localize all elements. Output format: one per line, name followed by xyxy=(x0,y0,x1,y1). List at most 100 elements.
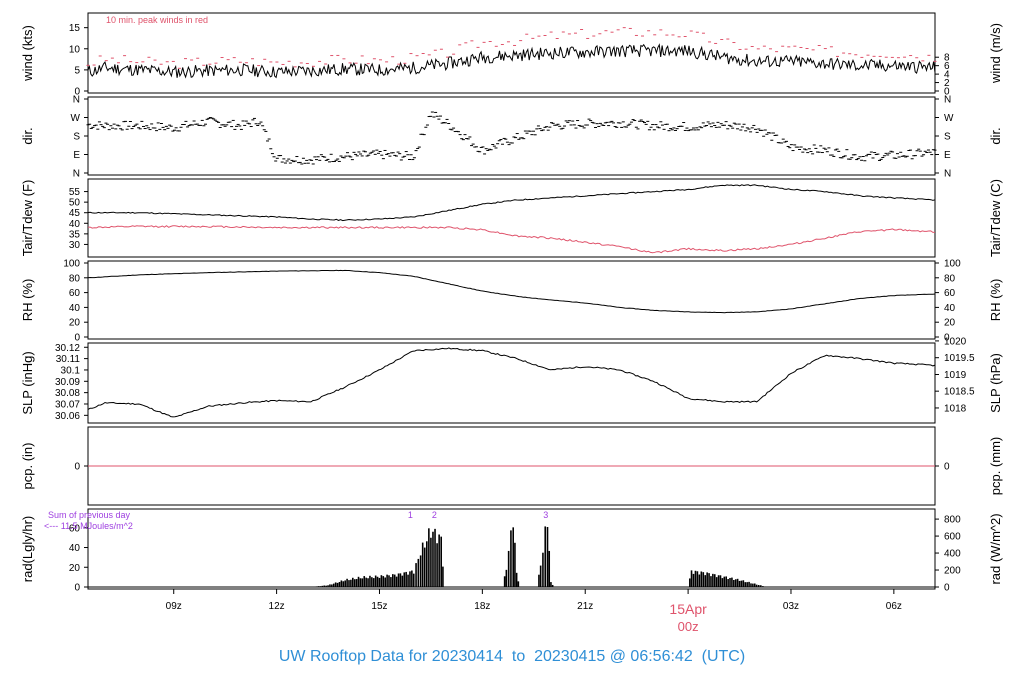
ylabel-right-rh: RH (%) xyxy=(988,279,1003,322)
ylabel-right-slp: SLP (hPa) xyxy=(988,353,1003,413)
footer-title: UW Rooftop Data for 20230414 to 20230415… xyxy=(0,648,1024,666)
panel-frame-dir xyxy=(87,96,936,176)
ytick-label-dir: S xyxy=(73,132,80,143)
panel-frame-rh xyxy=(87,260,936,340)
ytick-label-wind: 0 xyxy=(74,87,80,98)
ytick-right-label-dir: E xyxy=(944,150,951,161)
ytick-right-label-slp: 1018.5 xyxy=(944,387,975,398)
series-tdew xyxy=(87,225,936,254)
series-rh xyxy=(87,269,936,314)
ytick-right-label-dir: W xyxy=(944,113,954,124)
ytick-label-dir: N xyxy=(73,169,80,180)
ytick-label-rh: 100 xyxy=(63,259,80,270)
ylabel-wind: wind (kts) xyxy=(20,25,35,82)
ytick-label-dir: E xyxy=(73,150,80,161)
xtick-label: 21z xyxy=(577,601,593,612)
ytick-right-label-wind: 4 xyxy=(944,70,950,81)
ytick-label-dir: W xyxy=(71,113,81,124)
panel-slp xyxy=(84,340,939,424)
ytick-right-label-rh: 80 xyxy=(944,273,956,284)
series-wind xyxy=(87,43,936,79)
panel-wind xyxy=(84,12,939,94)
ylabel-slp: SLP (inHg) xyxy=(20,351,35,414)
ytick-right-label-dir: N xyxy=(944,95,951,106)
xtick-label: 18z xyxy=(474,601,490,612)
ytick-right-label-pcp: 0 xyxy=(944,462,950,473)
panel-frame-wind xyxy=(87,12,936,94)
ytick-label-rh: 60 xyxy=(69,288,81,299)
ytick-label-temp: 35 xyxy=(69,229,81,240)
ytick-label-wind: 5 xyxy=(74,65,80,76)
ylabel-rad: rad(Lgly/hr) xyxy=(20,516,35,582)
rad-annotation-line2: <--- 11.5 MJoules/m^2 xyxy=(44,521,133,531)
x-date-label: 15Apr xyxy=(669,601,707,617)
rad-marker-1: 1 xyxy=(408,510,413,520)
ytick-label-rad: 20 xyxy=(69,563,81,574)
ytick-label-slp: 30.07 xyxy=(55,399,80,410)
panel-frame-temp xyxy=(87,178,936,258)
ytick-label-rad: 0 xyxy=(74,583,80,594)
ytick-right-label-slp: 1020 xyxy=(944,336,967,347)
ylabel-right-dir: dir. xyxy=(988,127,1003,144)
panel-temp xyxy=(84,178,936,258)
ytick-label-slp: 30.12 xyxy=(55,343,80,354)
ytick-right-label-dir: N xyxy=(944,169,951,180)
series-tair xyxy=(87,184,936,222)
footer-end-date: 20230415 @ 06:56:42 xyxy=(534,648,693,665)
ytick-label-rad: 60 xyxy=(69,523,81,534)
ylabel-right-wind: wind (m/s) xyxy=(988,23,1003,84)
ytick-label-rh: 0 xyxy=(74,333,80,344)
panel-pcp xyxy=(84,426,939,506)
series-slp xyxy=(87,347,936,418)
ylabel-pcp: pcp. (in) xyxy=(20,443,35,490)
ytick-label-temp: 45 xyxy=(69,208,81,219)
ytick-label-temp: 40 xyxy=(69,219,81,230)
panel-dir xyxy=(84,96,939,176)
rad-marker-2: 2 xyxy=(432,510,437,520)
xtick-label: 03z xyxy=(783,601,799,612)
ytick-right-label-slp: 1019 xyxy=(944,370,967,381)
ytick-right-label-slp: 1018 xyxy=(944,403,967,414)
ytick-label-rh: 40 xyxy=(69,303,81,314)
ytick-right-label-rad: 0 xyxy=(944,583,950,594)
ytick-label-pcp: 0 xyxy=(74,462,80,473)
ytick-right-label-dir: S xyxy=(944,132,951,143)
panel-rh xyxy=(84,260,939,340)
ytick-right-label-rh: 20 xyxy=(944,318,956,329)
ylabel-temp: Tair/Tdew (F) xyxy=(20,180,35,257)
ytick-label-slp: 30.06 xyxy=(55,411,80,422)
ytick-right-label-slp: 1019.5 xyxy=(944,353,975,364)
ytick-right-label-wind: 0 xyxy=(944,87,950,98)
xtick-label: 00z xyxy=(678,619,699,634)
footer-prefix: UW Rooftop Data for xyxy=(278,648,432,665)
annotation-wind: 10 min. peak winds in red xyxy=(106,15,208,25)
ytick-label-slp: 30.08 xyxy=(55,388,80,399)
ytick-label-temp: 30 xyxy=(69,240,81,251)
ylabel-right-temp: Tair/Tdew (C) xyxy=(988,179,1003,257)
ytick-right-label-rad: 400 xyxy=(944,549,961,560)
panel-frame-rad xyxy=(87,508,936,590)
ytick-label-slp: 30.11 xyxy=(56,354,81,365)
panel-frame-slp xyxy=(87,342,936,424)
ytick-right-label-rad: 800 xyxy=(944,515,961,526)
ylabel-dir: dir. xyxy=(20,127,35,144)
ytick-right-label-rh: 40 xyxy=(944,303,956,314)
rad-annotation-line1: Sum of previous day xyxy=(48,510,131,520)
ytick-right-label-rh: 60 xyxy=(944,288,956,299)
footer-start-date: 20230414 xyxy=(431,648,503,665)
ytick-label-temp: 55 xyxy=(69,187,81,198)
ytick-label-temp: 50 xyxy=(69,198,81,209)
ytick-label-rad: 40 xyxy=(69,543,81,554)
footer-utc: (UTC) xyxy=(692,648,746,665)
ytick-label-rh: 20 xyxy=(69,318,81,329)
ytick-label-slp: 30.09 xyxy=(55,377,80,388)
ytick-right-label-rh: 0 xyxy=(944,333,950,344)
xtick-label: 09z xyxy=(166,601,182,612)
footer-to: to xyxy=(502,648,535,665)
xtick-label: 15z xyxy=(371,601,387,612)
xtick-label: 12z xyxy=(269,601,285,612)
rad-marker-3: 3 xyxy=(543,510,548,520)
ylabel-rh: RH (%) xyxy=(20,279,35,322)
ytick-right-label-rad: 600 xyxy=(944,532,961,543)
